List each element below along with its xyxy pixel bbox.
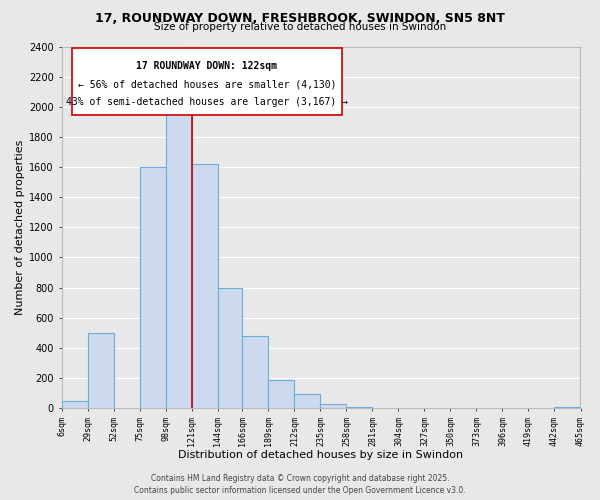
Text: 17, ROUNDWAY DOWN, FRESHBROOK, SWINDON, SN5 8NT: 17, ROUNDWAY DOWN, FRESHBROOK, SWINDON, … xyxy=(95,12,505,26)
Bar xyxy=(166,107,191,408)
Bar xyxy=(140,167,166,408)
Text: ← 56% of detached houses are smaller (4,130): ← 56% of detached houses are smaller (4,… xyxy=(77,79,336,89)
Bar xyxy=(554,406,580,408)
Text: Size of property relative to detached houses in Swindon: Size of property relative to detached ho… xyxy=(154,22,446,32)
Text: Contains HM Land Registry data © Crown copyright and database right 2025.
Contai: Contains HM Land Registry data © Crown c… xyxy=(134,474,466,495)
Bar xyxy=(268,380,295,408)
Bar xyxy=(242,336,268,408)
X-axis label: Distribution of detached houses by size in Swindon: Distribution of detached houses by size … xyxy=(178,450,464,460)
Bar xyxy=(295,394,320,408)
FancyBboxPatch shape xyxy=(72,48,342,115)
Bar xyxy=(218,288,242,408)
Text: 17 ROUNDWAY DOWN: 122sqm: 17 ROUNDWAY DOWN: 122sqm xyxy=(136,61,277,71)
Bar xyxy=(88,333,113,408)
Text: 43% of semi-detached houses are larger (3,167) →: 43% of semi-detached houses are larger (… xyxy=(66,97,348,107)
Bar xyxy=(346,406,373,408)
Bar xyxy=(62,400,88,408)
Bar xyxy=(191,164,218,408)
Bar xyxy=(320,404,346,408)
Y-axis label: Number of detached properties: Number of detached properties xyxy=(15,140,25,315)
